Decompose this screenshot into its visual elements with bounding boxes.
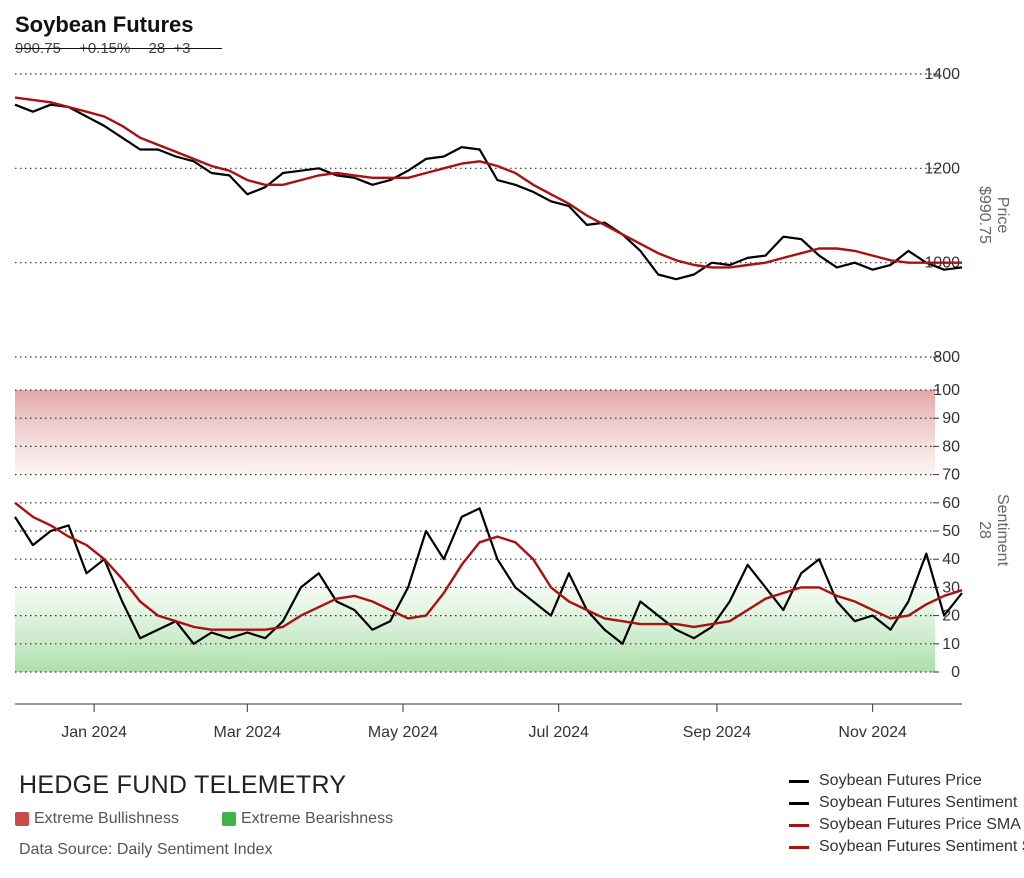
soybean-futures-price-sma-line <box>14 96 962 269</box>
legend-line <box>789 845 809 849</box>
legend-line <box>789 779 809 783</box>
legend-label: Soybean Futures Price <box>819 772 982 789</box>
key-extreme-bullishness: Extreme Bullishness <box>15 810 179 828</box>
x-axis-tick-label: Nov 2024 <box>838 724 907 741</box>
legend-label: Soybean Futures Price SMA <box>819 816 1021 833</box>
sentiment-y-tick-label: 40 <box>942 551 960 568</box>
soybean-futures-price-line <box>14 103 963 281</box>
price-y-tick-label: 800 <box>933 349 960 366</box>
bullish-zone <box>15 390 935 475</box>
bearish-swatch <box>222 812 236 826</box>
x-axis-tick-label: Mar 2024 <box>213 724 281 741</box>
legend-item[interactable]: Soybean Futures Sentiment <box>789 792 1024 814</box>
sentiment-y-tick-label: 10 <box>942 636 960 653</box>
legend-item[interactable]: Soybean Futures Price <box>789 770 1024 792</box>
legend-item[interactable]: Soybean Futures Price SMA <box>789 814 1024 836</box>
price-axis-value: $990.75 <box>976 186 993 244</box>
legend-label: Soybean Futures Sentiment SMA <box>819 838 1024 855</box>
legend-line <box>789 823 809 827</box>
sentiment-y-tick-label: 80 <box>942 438 960 455</box>
legend: Soybean Futures Price Soybean Futures Se… <box>789 770 1024 858</box>
price-y-tick-label: 1400 <box>924 66 960 83</box>
sentiment-y-tick-label: 90 <box>942 410 960 427</box>
stats-strikethrough <box>15 48 222 50</box>
price-stats: 990.75 +0.15% 28 +3 <box>15 40 222 57</box>
x-axis-tick-label: Jan 2024 <box>61 724 127 741</box>
brand-name: HEDGE FUND TELEMETRY <box>19 771 347 799</box>
legend-item[interactable]: Soybean Futures Sentiment SMA <box>789 836 1024 858</box>
sentiment-y-tick-label: 0 <box>951 664 960 681</box>
data-source: Data Source: Daily Sentiment Index <box>19 841 273 858</box>
price-axis-title: Price <box>994 197 1011 234</box>
soybean-futures-sentiment-line <box>14 507 963 645</box>
sentiment-y-tick-label: 60 <box>942 495 960 512</box>
legend-label: Soybean Futures Sentiment <box>819 794 1018 811</box>
key-bear-label: Extreme Bearishness <box>241 810 394 827</box>
sentiment-y-tick-label: 100 <box>933 382 960 399</box>
chart-title: Soybean Futures <box>15 12 194 37</box>
soybean-futures-sentiment-sma-line <box>14 501 963 631</box>
legend-line <box>789 801 809 805</box>
bearish-zone <box>15 587 935 672</box>
price-y-tick-label: 1200 <box>924 160 960 177</box>
key-extreme-bearishness: Extreme Bearishness <box>222 810 393 828</box>
x-axis-tick-label: Jul 2024 <box>528 724 589 741</box>
x-axis-tick-label: May 2024 <box>368 724 438 741</box>
sentiment-y-tick-label: 70 <box>942 467 960 484</box>
sentiment-axis-value: 28 <box>976 521 993 539</box>
sentiment-axis-title: Sentiment <box>994 494 1011 567</box>
bullish-swatch <box>15 812 29 826</box>
sentiment-y-tick-label: 50 <box>942 523 960 540</box>
x-axis-tick-label: Sep 2024 <box>683 724 752 741</box>
key-bull-label: Extreme Bullishness <box>34 810 179 827</box>
